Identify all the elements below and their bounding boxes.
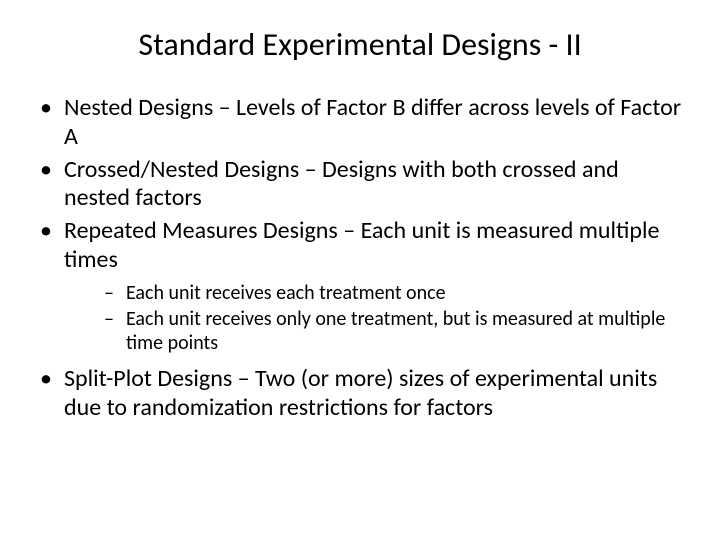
list-item-text: Repeated Measures Designs – Each unit is… [64, 216, 659, 274]
list-item: Nested Designs – Levels of Factor B diff… [30, 94, 690, 152]
sub-list-item: Each unit receives each treatment once [64, 281, 690, 305]
list-item: Repeated Measures Designs – Each unit is… [30, 217, 690, 355]
bullet-list: Nested Designs – Levels of Factor B diff… [30, 94, 690, 422]
list-item: Split-Plot Designs – Two (or more) sizes… [30, 365, 690, 423]
list-item: Crossed/Nested Designs – Designs with bo… [30, 156, 690, 214]
slide-title: Standard Experimental Designs - II [30, 25, 690, 64]
sub-list-item: Each unit receives only one treatment, b… [64, 307, 690, 355]
sub-bullet-list: Each unit receives each treatment once E… [64, 281, 690, 355]
